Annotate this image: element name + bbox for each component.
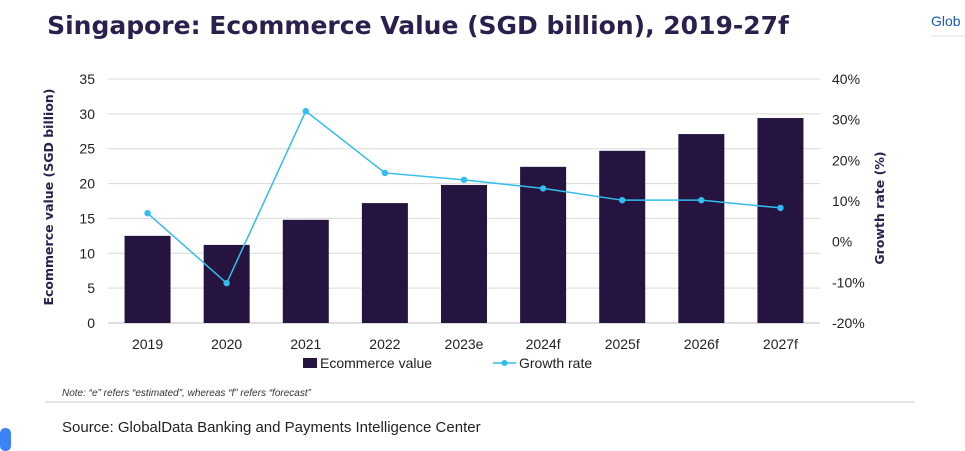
- growth-point: [144, 210, 151, 217]
- right-axis-ticks: -20% -10% 0% 10% 20% 30% 40%: [832, 71, 865, 331]
- y-tick-label: 0: [87, 315, 95, 331]
- y2-tick-label: 0%: [832, 234, 852, 250]
- bar: [757, 118, 804, 323]
- growth-point: [381, 169, 389, 177]
- y-tick-label: 15: [79, 210, 95, 226]
- x-tick-label: 2022: [369, 336, 400, 352]
- x-tick-label: 2026f: [684, 336, 719, 352]
- side-tab[interactable]: [0, 428, 11, 451]
- y-tick-label: 5: [87, 280, 95, 296]
- y-tick-label: 35: [79, 71, 95, 87]
- y-tick-label: 30: [79, 106, 95, 122]
- y-tick-label: 20: [79, 176, 95, 192]
- bar: [678, 134, 725, 323]
- x-tick-label: 2020: [211, 336, 242, 352]
- y2-tick-label: 40%: [832, 71, 860, 87]
- growth-point: [460, 176, 468, 184]
- x-tick-label: 2021: [290, 336, 321, 352]
- growth-point: [619, 196, 626, 204]
- growth-point: [539, 185, 547, 192]
- bar: [441, 184, 487, 323]
- y-tick-label: 25: [79, 141, 95, 157]
- bar: [282, 219, 329, 323]
- legend-label-line: Growth rate: [519, 355, 592, 371]
- y2-tick-label: 20%: [832, 152, 860, 168]
- y2-tick-label: -20%: [832, 315, 865, 331]
- y-tick-label: 10: [79, 245, 95, 261]
- bar: [361, 203, 408, 323]
- bar: [599, 150, 646, 323]
- y2-tick-label: -10%: [832, 274, 865, 290]
- x-tick-label: 2023e: [445, 336, 484, 352]
- legend-swatch-bar: [303, 358, 317, 368]
- growth-line-series: [144, 107, 784, 287]
- chart-title: Singapore: Ecommerce Value (SGD billion)…: [47, 11, 790, 40]
- y2-tick-label: 30%: [832, 112, 860, 128]
- x-tick-label: 2027f: [763, 336, 798, 352]
- bar: [520, 166, 567, 323]
- growth-point: [302, 107, 309, 115]
- y2-axis-label: Growth rate (%): [872, 151, 887, 264]
- y2-tick-label: 10%: [832, 193, 860, 209]
- x-axis-ticks: 2019 2020 2021 2022 2023e 2024f 2025f 2026f 2027…: [132, 336, 798, 352]
- growth-point: [698, 196, 705, 204]
- source-text: Source: GlobalData Banking and Payments …: [62, 419, 481, 436]
- bar: [124, 235, 171, 323]
- left-axis-ticks: 0 5 10 15 20 25 30 35: [79, 71, 95, 331]
- x-tick-label: 2024f: [526, 336, 561, 352]
- legend-swatch-marker: [501, 360, 508, 366]
- side-link-fragment[interactable]: Glob: [931, 13, 961, 29]
- legend-label-bar: Ecommerce value: [320, 355, 432, 371]
- x-tick-label: 2019: [132, 336, 163, 352]
- x-tick-label: 2025f: [605, 336, 640, 352]
- legend: Ecommerce value Growth rate: [303, 355, 592, 371]
- growth-point: [223, 279, 230, 287]
- growth-point: [777, 204, 784, 212]
- y-axis-label: Ecommerce value (SGD billion): [41, 88, 56, 305]
- chart-note: Note: “e” refers “estimated”, whereas “f…: [62, 388, 312, 399]
